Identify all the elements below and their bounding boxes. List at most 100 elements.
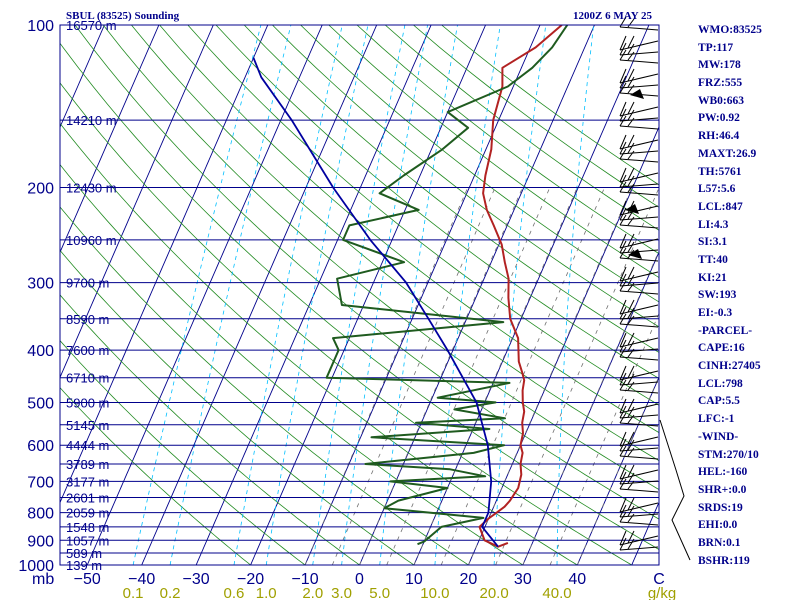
wind-barb-flag (619, 68, 627, 84)
wind-barb-shaft (619, 224, 659, 229)
wind-barb-flag (619, 75, 627, 89)
mixing-ratio-label: 10.0 (420, 585, 449, 600)
wind-barb-shaft (619, 216, 659, 221)
wind-barb-shaft (619, 26, 659, 31)
wind-barb-flag (619, 35, 627, 51)
wind-barb-flag (619, 82, 627, 94)
wind-barb-flag (619, 134, 627, 150)
wind-barb-flag (619, 181, 627, 193)
wind-barb-shaft (619, 337, 659, 348)
wind-barb-flag (619, 445, 627, 457)
wind-barb-shaft (619, 447, 659, 452)
wind-barb-flag (619, 49, 627, 61)
wind-barb-shaft (619, 546, 659, 551)
index-value: CAPE:16 (698, 342, 745, 355)
isotherm-line (413, 25, 650, 565)
height-label: 5900 m (66, 395, 109, 410)
isotherm-line (141, 25, 378, 565)
wind-barb-flag (627, 340, 635, 352)
wind-pennant (630, 89, 644, 99)
isobar-grid (60, 24, 659, 566)
pressure-unit-label: mb (32, 571, 54, 588)
wind-barb-flag (627, 101, 635, 115)
wind-barb-flag (627, 266, 635, 280)
moist-adiabat-line (359, 187, 523, 565)
height-label: 12430 m (66, 181, 117, 196)
mixing-ratio-label: 0.6 (224, 585, 245, 600)
height-label: 1548 m (66, 520, 109, 535)
index-value: WMO:83525 (698, 24, 762, 36)
moist-adiabat-line (304, 187, 469, 565)
wind-barb-flag (627, 241, 635, 253)
wind-barb-flag (627, 282, 635, 292)
height-label: 589 m (66, 546, 102, 561)
mixing-ratio-label: 2.0 (302, 585, 323, 600)
hodograph-trace (659, 419, 691, 561)
moist-adiabat-line (440, 187, 605, 565)
wind-barb-shaft (619, 422, 659, 427)
index-value: RH:46.4 (698, 130, 740, 143)
wind-barb-flag (619, 332, 627, 348)
wind-barb-flag (627, 505, 635, 517)
wind-barb-shaft (619, 117, 659, 122)
height-label: 10960 m (66, 233, 117, 248)
index-value: MW:178 (698, 59, 741, 72)
wind-barb-flag (627, 51, 635, 61)
isotherm-line (60, 25, 214, 379)
isotherm-line (304, 25, 541, 565)
wind-barb-flag (627, 175, 635, 187)
wind-barb-shaft (619, 106, 659, 117)
wind-barb-flag (627, 117, 635, 127)
wind-barb-shaft (619, 238, 659, 249)
index-value: EHI:0.0 (698, 519, 738, 532)
height-label: 5145 m (66, 418, 109, 433)
wind-barb-shaft (619, 257, 659, 262)
wind-barb-flag (627, 373, 635, 385)
height-label: 2059 m (66, 506, 109, 521)
index-value: -WIND- (698, 430, 739, 443)
wind-barb-flag (619, 412, 627, 424)
wind-barb-flag (627, 530, 635, 544)
wind-barb-shaft (619, 323, 659, 328)
wind-barb-flag (627, 480, 635, 490)
pressure-tick-label: 900 (27, 533, 54, 550)
height-label: 8590 m (66, 312, 109, 327)
wind-barb-flag (619, 148, 627, 160)
wind-barb-flag (619, 108, 627, 122)
wind-barb-flag (627, 332, 635, 346)
wind-barb-shaft (619, 348, 659, 353)
index-value: LFC:-1 (698, 413, 735, 426)
index-value: BRN:0.1 (698, 536, 741, 549)
temperature-tick-label: −50 (74, 571, 101, 588)
wind-barb-flag (627, 414, 635, 424)
wind-barb-shaft (619, 191, 659, 196)
temperature-line (478, 25, 563, 548)
isotherm-line (250, 25, 486, 565)
isotherm-line (86, 25, 323, 565)
index-value: EI:-0.3 (698, 307, 733, 319)
index-value: L57:5.6 (698, 183, 736, 196)
wind-barb-flag (627, 307, 635, 319)
mixing-ratio-label: 3.0 (331, 585, 352, 600)
temperature-tick-label: −20 (237, 571, 264, 588)
wind-barb-flag (619, 299, 627, 315)
isotherm-line (576, 376, 659, 565)
index-value: WB0:663 (698, 94, 744, 107)
wind-barb-shaft (619, 315, 659, 320)
wind-barb-flag (619, 240, 627, 254)
pressure-tick-label: 100 (27, 18, 54, 35)
index-value: TP:117 (698, 41, 734, 54)
wind-barb-flag (627, 472, 635, 484)
wind-barb-flag (627, 381, 635, 391)
wind-barb-flag (619, 101, 627, 117)
wind-barb-flag (619, 379, 627, 391)
wind-barb-flag (627, 538, 635, 550)
temperature-tick-label: −40 (128, 571, 155, 588)
wind-pennant (628, 249, 642, 259)
wind-barb-flag (627, 109, 635, 121)
wind-barb-flag (627, 447, 635, 457)
wind-barb-flag (619, 372, 627, 386)
moist-adiabat-line (386, 187, 551, 565)
isotherm-line (60, 25, 160, 254)
pressure-tick-label: 800 (27, 506, 54, 523)
